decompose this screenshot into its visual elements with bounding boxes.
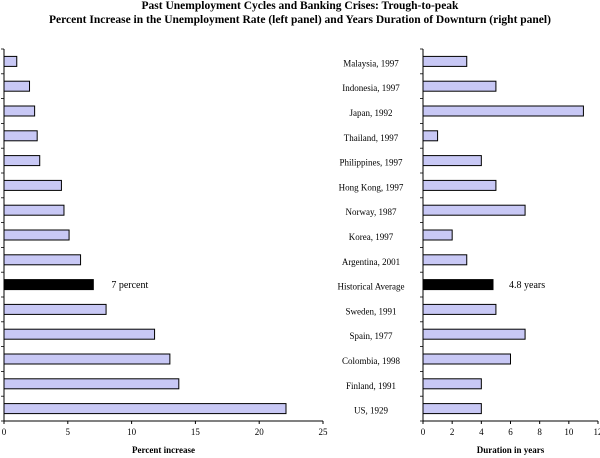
left-bar (3, 80, 31, 92)
right-tick-label: 4 (479, 427, 484, 437)
category-labels: Malaysia, 1997 Indonesia, 1997 Japan, 1992… (337, 58, 404, 415)
right-tick-label: 12 (594, 427, 600, 437)
left-tick-label: 0 (2, 427, 7, 437)
chart-title: Past Unemployment Cycles and Banking Cri… (142, 0, 460, 12)
category-label: Malaysia, 1997 (343, 58, 399, 68)
left-bar (3, 303, 107, 315)
right-tick-label: 2 (450, 427, 455, 437)
category-label: Norway, 1987 (346, 207, 397, 217)
right-tick-label: 10 (564, 427, 574, 437)
category-label: Philippines, 1997 (339, 158, 403, 168)
right-panel: 0 2 4 6 8 10 12 4.8 years Duration in years (420, 48, 600, 455)
left-bar (3, 204, 65, 216)
left-tick-label: 10 (127, 427, 137, 437)
left-bar (3, 403, 287, 415)
left-bar (3, 353, 171, 365)
right-bar (422, 328, 526, 340)
category-label: Thailand, 1997 (344, 133, 399, 143)
right-tick-label: 6 (508, 427, 513, 437)
right-bar (422, 303, 497, 315)
left-bar (3, 328, 156, 340)
left-tick-label: 25 (319, 427, 329, 437)
left-bar (3, 179, 62, 191)
category-label: Argentina, 2001 (342, 257, 400, 267)
right-bar (422, 229, 453, 241)
right-bar (422, 378, 482, 390)
left-x-axis-label: Percent increase (132, 445, 195, 455)
category-label: Indonesia, 1997 (342, 83, 400, 93)
right-bar (422, 80, 497, 92)
category-label: Spain, 1977 (349, 331, 393, 341)
category-label: Finland, 1991 (346, 381, 396, 391)
right-bar-average (422, 279, 494, 291)
category-label: US, 1929 (354, 406, 389, 416)
category-label: Colombia, 1998 (342, 356, 400, 366)
chart-subtitle: Percent Increase in the Unemployment Rat… (49, 14, 551, 26)
left-bar (3, 378, 180, 390)
category-label: Historical Average (337, 282, 404, 292)
left-tick-label: 5 (66, 427, 71, 437)
category-label: Korea, 1997 (349, 232, 394, 242)
right-bar (422, 105, 584, 117)
right-bar (422, 353, 511, 365)
right-bar (422, 403, 482, 415)
left-average-annotation: 7 percent (111, 280, 148, 291)
category-label: Japan, 1992 (350, 108, 393, 118)
left-bar (3, 130, 38, 142)
right-tick-label: 8 (537, 427, 542, 437)
right-average-annotation: 4.8 years (509, 280, 545, 291)
right-tick-label: 0 (421, 427, 426, 437)
left-tick-label: 20 (255, 427, 265, 437)
category-label: Sweden, 1991 (346, 306, 397, 316)
left-panel: 0 5 10 15 20 25 7 percent Percent increase (1, 48, 329, 455)
category-label: Hong Kong, 1997 (339, 182, 404, 192)
right-bar (422, 204, 526, 216)
right-x-axis-label: Duration in years (477, 445, 545, 455)
left-bar (3, 105, 36, 117)
left-bar (3, 254, 82, 266)
right-bar (422, 130, 439, 142)
left-bar (3, 55, 18, 67)
left-bar-average (3, 279, 94, 291)
left-bar (3, 155, 41, 167)
right-bar (422, 179, 497, 191)
left-tick-label: 15 (191, 427, 201, 437)
left-bar (3, 229, 70, 241)
right-bar (422, 155, 482, 167)
right-bar (422, 55, 468, 67)
right-bar (422, 254, 468, 266)
